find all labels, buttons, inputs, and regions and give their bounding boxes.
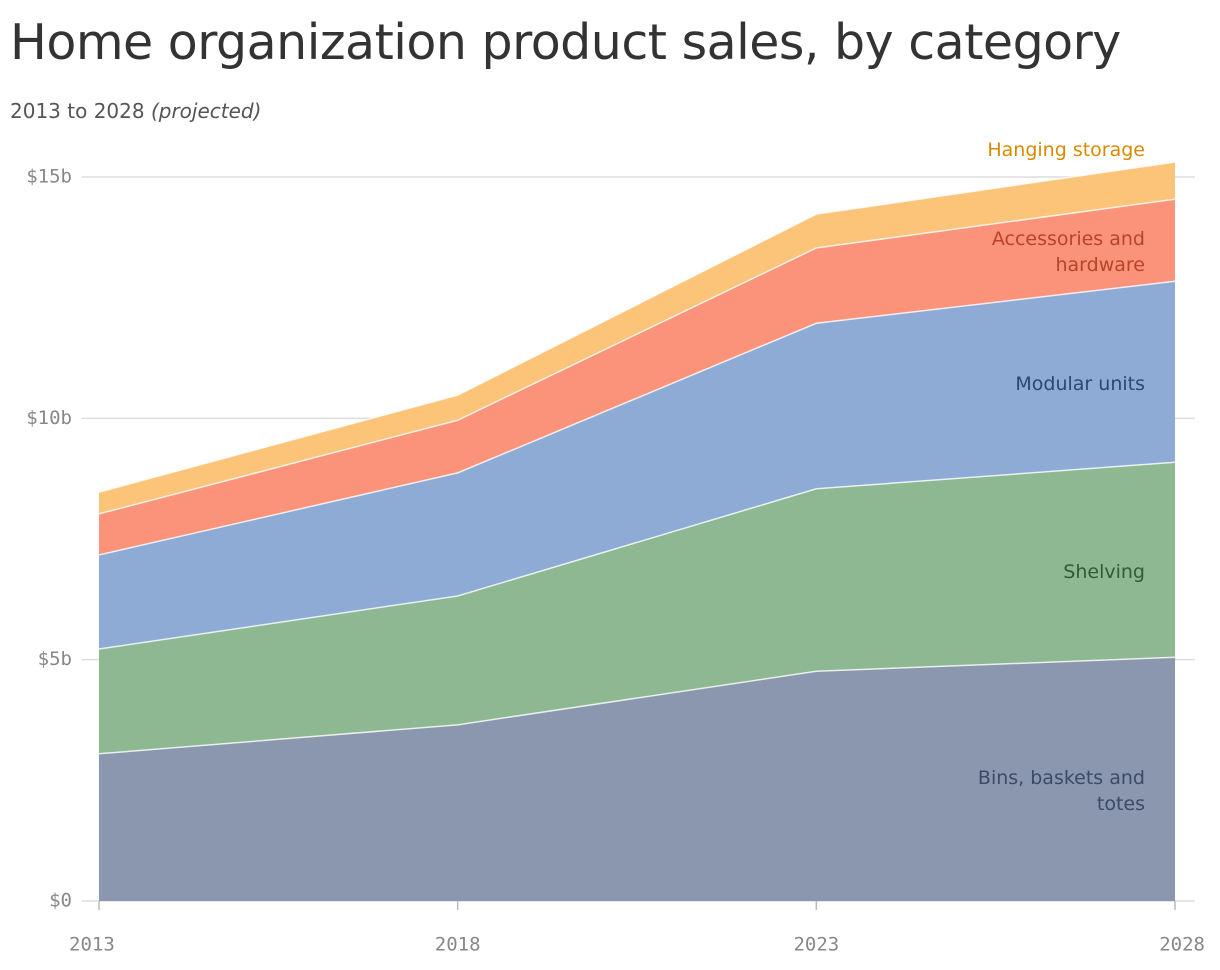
y-tick-label: $15b (26, 166, 72, 188)
area-edge (98, 461, 1176, 650)
series-label: Bins, baskets and totes (977, 767, 1145, 816)
subtitle-note: (projected) (150, 99, 262, 123)
area (99, 199, 1175, 555)
series-label: Shelving (1063, 560, 1145, 583)
area-edge (98, 280, 1176, 556)
area (99, 162, 1175, 514)
subtitle: 2013 to 2028 (projected) (10, 99, 261, 123)
area (99, 462, 1175, 754)
area (99, 657, 1175, 901)
area-edge (98, 161, 1176, 493)
area-edge (98, 198, 1176, 515)
x-tick-label: 2013 (69, 934, 115, 956)
y-tick-label: $10b (26, 407, 72, 429)
series-label: Modular units (1015, 372, 1145, 395)
x-tick-label: 2023 (793, 934, 839, 956)
subtitle-text: 2013 to 2028 (10, 99, 145, 123)
series-label: Hanging storage (987, 139, 1145, 162)
series-label: Accessories and hardware (991, 228, 1145, 277)
x-tick-label: 2018 (435, 934, 481, 956)
area (99, 281, 1175, 650)
y-tick-label: $0 (49, 890, 72, 912)
area-edge (98, 656, 1176, 755)
y-tick-label: $5b (38, 648, 72, 670)
chart-title: Home organization product sales, by cate… (10, 14, 1121, 71)
x-tick-label: 2028 (1159, 934, 1205, 956)
